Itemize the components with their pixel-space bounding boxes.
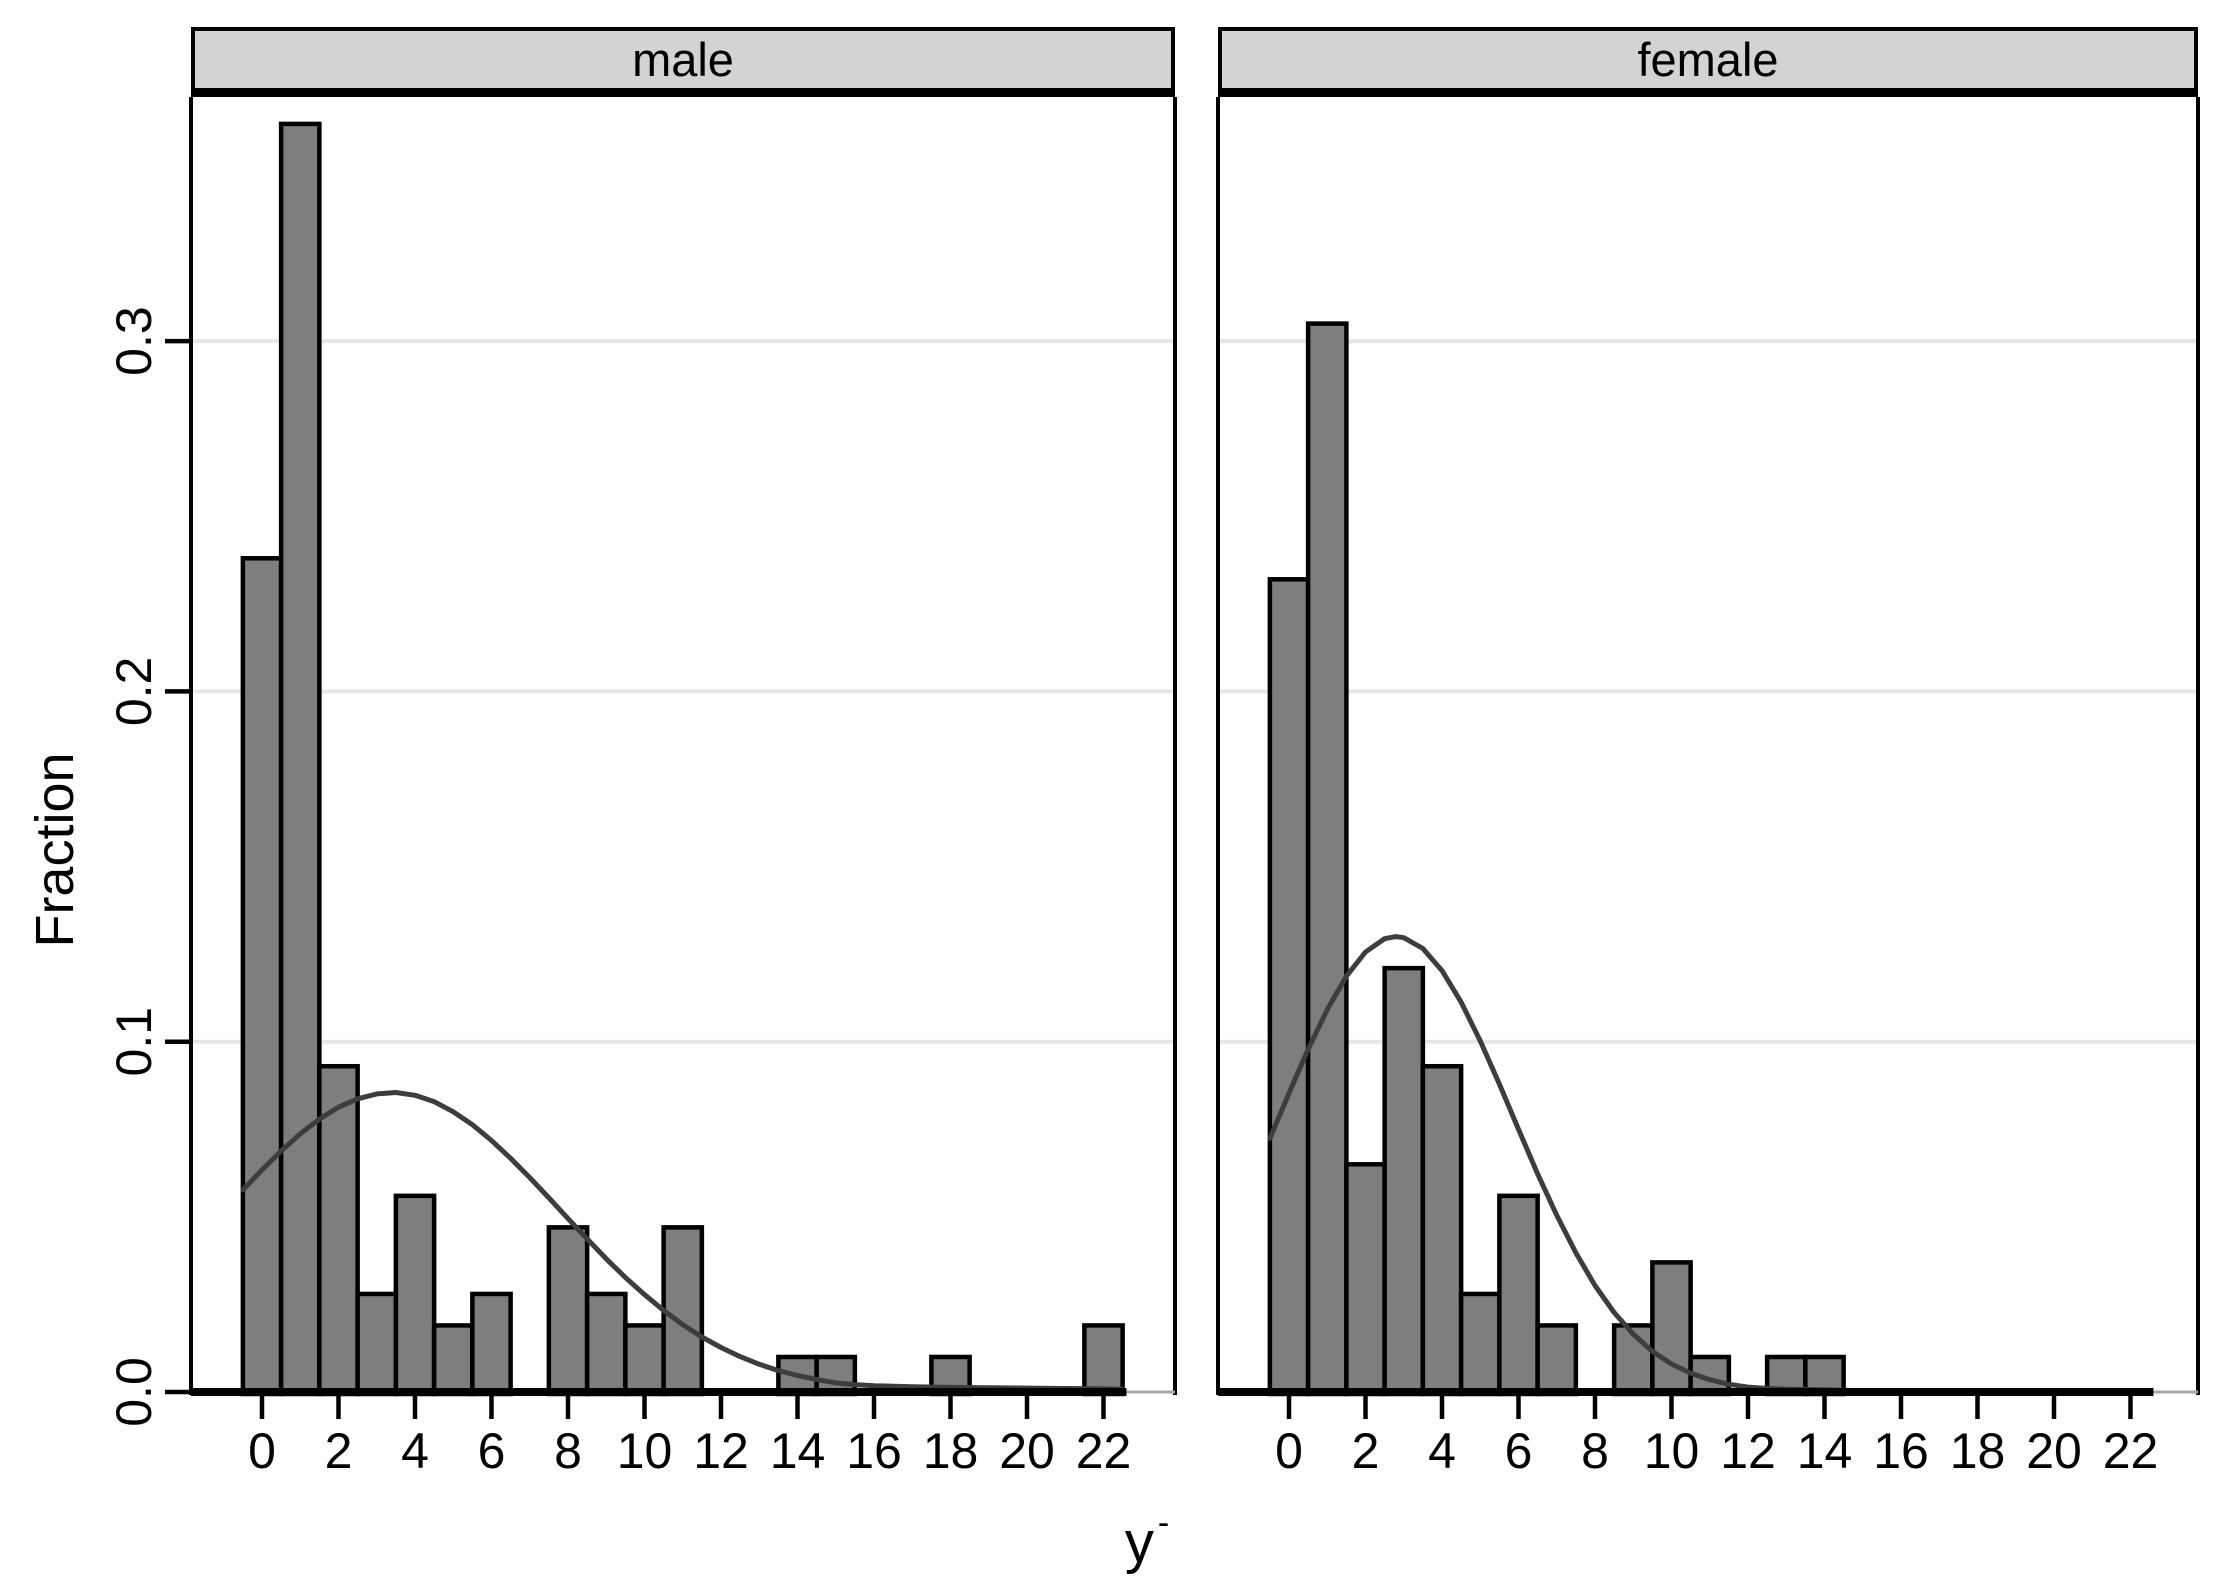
x-tick-label: 22	[2103, 1423, 2159, 1479]
histogram-bar	[1082, 1323, 1125, 1397]
x-axis-title: y-	[1125, 1504, 1169, 1576]
x-tick-label: 2	[1352, 1423, 1380, 1479]
x-axis-title-text: y	[1124, 1510, 1154, 1575]
histogram-bar	[661, 1225, 705, 1397]
histogram-bar	[1497, 1193, 1540, 1397]
x-tick-label: 12	[693, 1423, 749, 1479]
panel-header-male: male	[191, 27, 1175, 97]
y-axis-title: Fraction	[25, 752, 85, 948]
x-tick-label: 10	[1644, 1423, 1700, 1479]
panel-header-female: female	[1218, 27, 2198, 97]
panel-header-female-label: female	[1637, 33, 1779, 86]
x-tick-label: 0	[1275, 1423, 1303, 1479]
histogram-bar	[1344, 1162, 1387, 1397]
x-tick-label: 4	[401, 1423, 429, 1479]
histogram-bar	[1305, 321, 1349, 1397]
x-tick-label: 6	[478, 1423, 506, 1479]
x-tick-label: 14	[1797, 1423, 1853, 1479]
histogram-bar	[355, 1291, 399, 1397]
histogram-bar	[546, 1225, 590, 1397]
histogram-bar	[317, 1063, 360, 1397]
panel-female: 0 2 4 6 8 10 12 14 16 18 20 22	[1216, 97, 2200, 1479]
histogram-bar	[1267, 577, 1311, 1397]
histogram-bar	[814, 1354, 858, 1397]
y-tick-label: 0.1	[106, 1007, 162, 1077]
histogram-bar	[1420, 1063, 1464, 1397]
x-tick-label: 14	[770, 1423, 826, 1479]
density-curve	[1267, 934, 1850, 1393]
x-tick-label: 8	[554, 1423, 582, 1479]
x-tick-label: 16	[846, 1423, 902, 1479]
y-tick-label: 0.3	[106, 306, 162, 376]
x-tick-label: 0	[248, 1423, 276, 1479]
histogram-bar	[1458, 1291, 1502, 1397]
x-axis-title-suffix: -	[1157, 1504, 1170, 1542]
histogram-bar	[584, 1291, 628, 1397]
x-tick-label: 18	[923, 1423, 979, 1479]
x-tick-label: 4	[1428, 1423, 1456, 1479]
y-tick-label: 0.2	[106, 657, 162, 727]
histogram-bar	[393, 1193, 437, 1397]
histogram-bar	[1650, 1260, 1693, 1397]
histogram-bar	[1535, 1323, 1579, 1397]
x-tick-label: 18	[1950, 1423, 2006, 1479]
x-tick-label: 20	[999, 1423, 1055, 1479]
x-tick-label: 16	[1873, 1423, 1929, 1479]
x-tick-label: 22	[1076, 1423, 1132, 1479]
x-tick-label: 8	[1581, 1423, 1609, 1479]
panel-male: 0 2 4 6 8 10 12 14 16 18 20 22 0.0 0.1 0.2 0.3	[106, 97, 1177, 1479]
panel-header-male-label: male	[632, 33, 734, 86]
x-tick-label: 2	[325, 1423, 353, 1479]
histogram-bar	[278, 121, 322, 1397]
x-tick-label: 20	[2026, 1423, 2082, 1479]
histogram-bar	[431, 1323, 475, 1397]
x-tick-label: 10	[617, 1423, 673, 1479]
histogram-bar	[1382, 965, 1426, 1397]
density-curve	[240, 1090, 1126, 1392]
y-tick-label: 0.0	[106, 1357, 162, 1427]
x-tick-label: 6	[1505, 1423, 1533, 1479]
histogram-bar	[470, 1291, 513, 1397]
x-tick-label: 12	[1720, 1423, 1776, 1479]
histogram-bar	[240, 556, 284, 1397]
histogram-bar	[623, 1323, 666, 1397]
